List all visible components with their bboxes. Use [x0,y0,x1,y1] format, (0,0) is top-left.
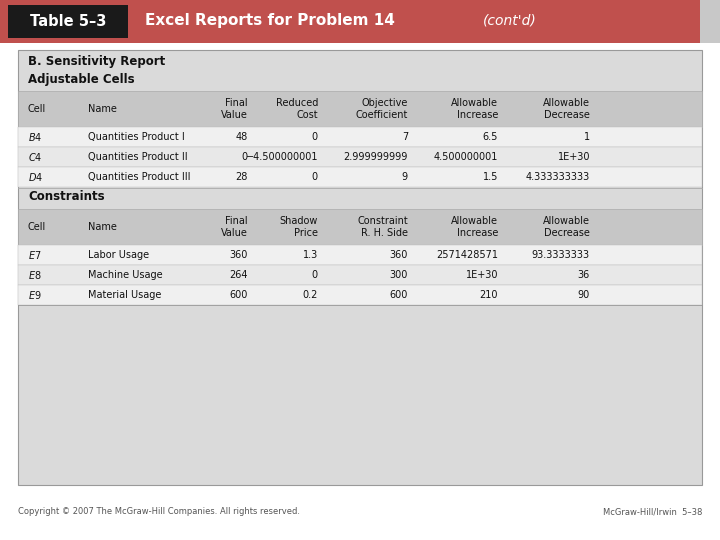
Text: 1E+30: 1E+30 [466,270,498,280]
Text: Cell: Cell [28,222,46,232]
Text: 2571428571: 2571428571 [436,250,498,260]
Text: 600: 600 [230,290,248,300]
Bar [8,5,128,38]
Text: Machine Usage: Machine Usage [88,270,163,280]
Text: 264: 264 [230,270,248,280]
Text: 300: 300 [390,270,408,280]
Text: Excel Reports for Problem 14: Excel Reports for Problem 14 [145,14,395,29]
Text: Shadow: Shadow [279,216,318,226]
Text: Quantities Product I: Quantities Product I [88,132,185,142]
Bar [18,127,702,147]
Text: McGraw-Hill/Irwin  5–38: McGraw-Hill/Irwin 5–38 [603,508,702,516]
Text: Final: Final [225,98,248,108]
Text: Final: Final [225,216,248,226]
Bar [700,0,720,43]
Text: 210: 210 [480,290,498,300]
Text: 360: 360 [230,250,248,260]
Text: 0: 0 [312,132,318,142]
Text: Value: Value [221,110,248,120]
Text: 93.3333333: 93.3333333 [532,250,590,260]
Text: 0: 0 [312,172,318,182]
Text: 1E+30: 1E+30 [557,152,590,162]
Text: Table 5–3: Table 5–3 [30,14,106,29]
Text: $E$9: $E$9 [28,289,42,301]
Text: Allowable: Allowable [451,98,498,108]
Text: Copyright © 2007 The McGraw-Hill Companies. All rights reserved.: Copyright © 2007 The McGraw-Hill Compani… [18,508,300,516]
Text: 4.333333333: 4.333333333 [526,172,590,182]
Text: −4.500000001: −4.500000001 [246,152,318,162]
Text: Labor Usage: Labor Usage [88,250,149,260]
Text: Constraints: Constraints [28,191,104,204]
Text: Material Usage: Material Usage [88,290,161,300]
Text: Decrease: Decrease [544,110,590,120]
Text: Decrease: Decrease [544,228,590,238]
Text: Value: Value [221,228,248,238]
Text: Price: Price [294,228,318,238]
Text: 2.999999999: 2.999999999 [343,152,408,162]
Text: 9: 9 [402,172,408,182]
Text: 48: 48 [235,132,248,142]
Text: $C$4: $C$4 [28,151,42,163]
Text: Cost: Cost [297,110,318,120]
Bar [18,91,702,127]
Bar [18,245,702,265]
Text: Increase: Increase [456,228,498,238]
Text: $E$7: $E$7 [28,249,42,261]
Bar [0,0,720,43]
Text: 0: 0 [242,152,248,162]
Text: Name: Name [88,222,117,232]
Text: 36: 36 [577,270,590,280]
Text: 90: 90 [577,290,590,300]
Bar [18,209,702,245]
Text: $B$4: $B$4 [28,131,42,143]
Text: Quantities Product II: Quantities Product II [88,152,188,162]
Text: Adjustable Cells: Adjustable Cells [28,73,135,86]
Text: Reduced: Reduced [276,98,318,108]
Text: 360: 360 [390,250,408,260]
Text: Objective: Objective [361,98,408,108]
Text: Constraint: Constraint [357,216,408,226]
Text: 7: 7 [402,132,408,142]
Text: Allowable: Allowable [451,216,498,226]
Text: Name: Name [88,104,117,114]
Text: 0.2: 0.2 [302,290,318,300]
Text: Quantities Product III: Quantities Product III [88,172,191,182]
Bar [18,265,702,285]
Bar [18,285,702,305]
Bar [18,147,702,167]
Text: 1.5: 1.5 [482,172,498,182]
Text: R. H. Side: R. H. Side [361,228,408,238]
Text: Allowable: Allowable [543,216,590,226]
Text: 4.500000001: 4.500000001 [433,152,498,162]
Text: 6.5: 6.5 [482,132,498,142]
Text: 1: 1 [584,132,590,142]
Text: Allowable: Allowable [543,98,590,108]
Text: $D$4: $D$4 [28,171,43,183]
Text: B. Sensitivity Report: B. Sensitivity Report [28,56,166,69]
Bar [18,50,702,485]
Text: $E$8: $E$8 [28,269,42,281]
Text: 600: 600 [390,290,408,300]
Text: 1.3: 1.3 [302,250,318,260]
Text: (cont'd): (cont'd) [483,14,536,28]
Text: Cell: Cell [28,104,46,114]
Text: Increase: Increase [456,110,498,120]
Text: 0: 0 [312,270,318,280]
Bar [18,167,702,187]
Text: Coefficient: Coefficient [356,110,408,120]
Text: 28: 28 [235,172,248,182]
